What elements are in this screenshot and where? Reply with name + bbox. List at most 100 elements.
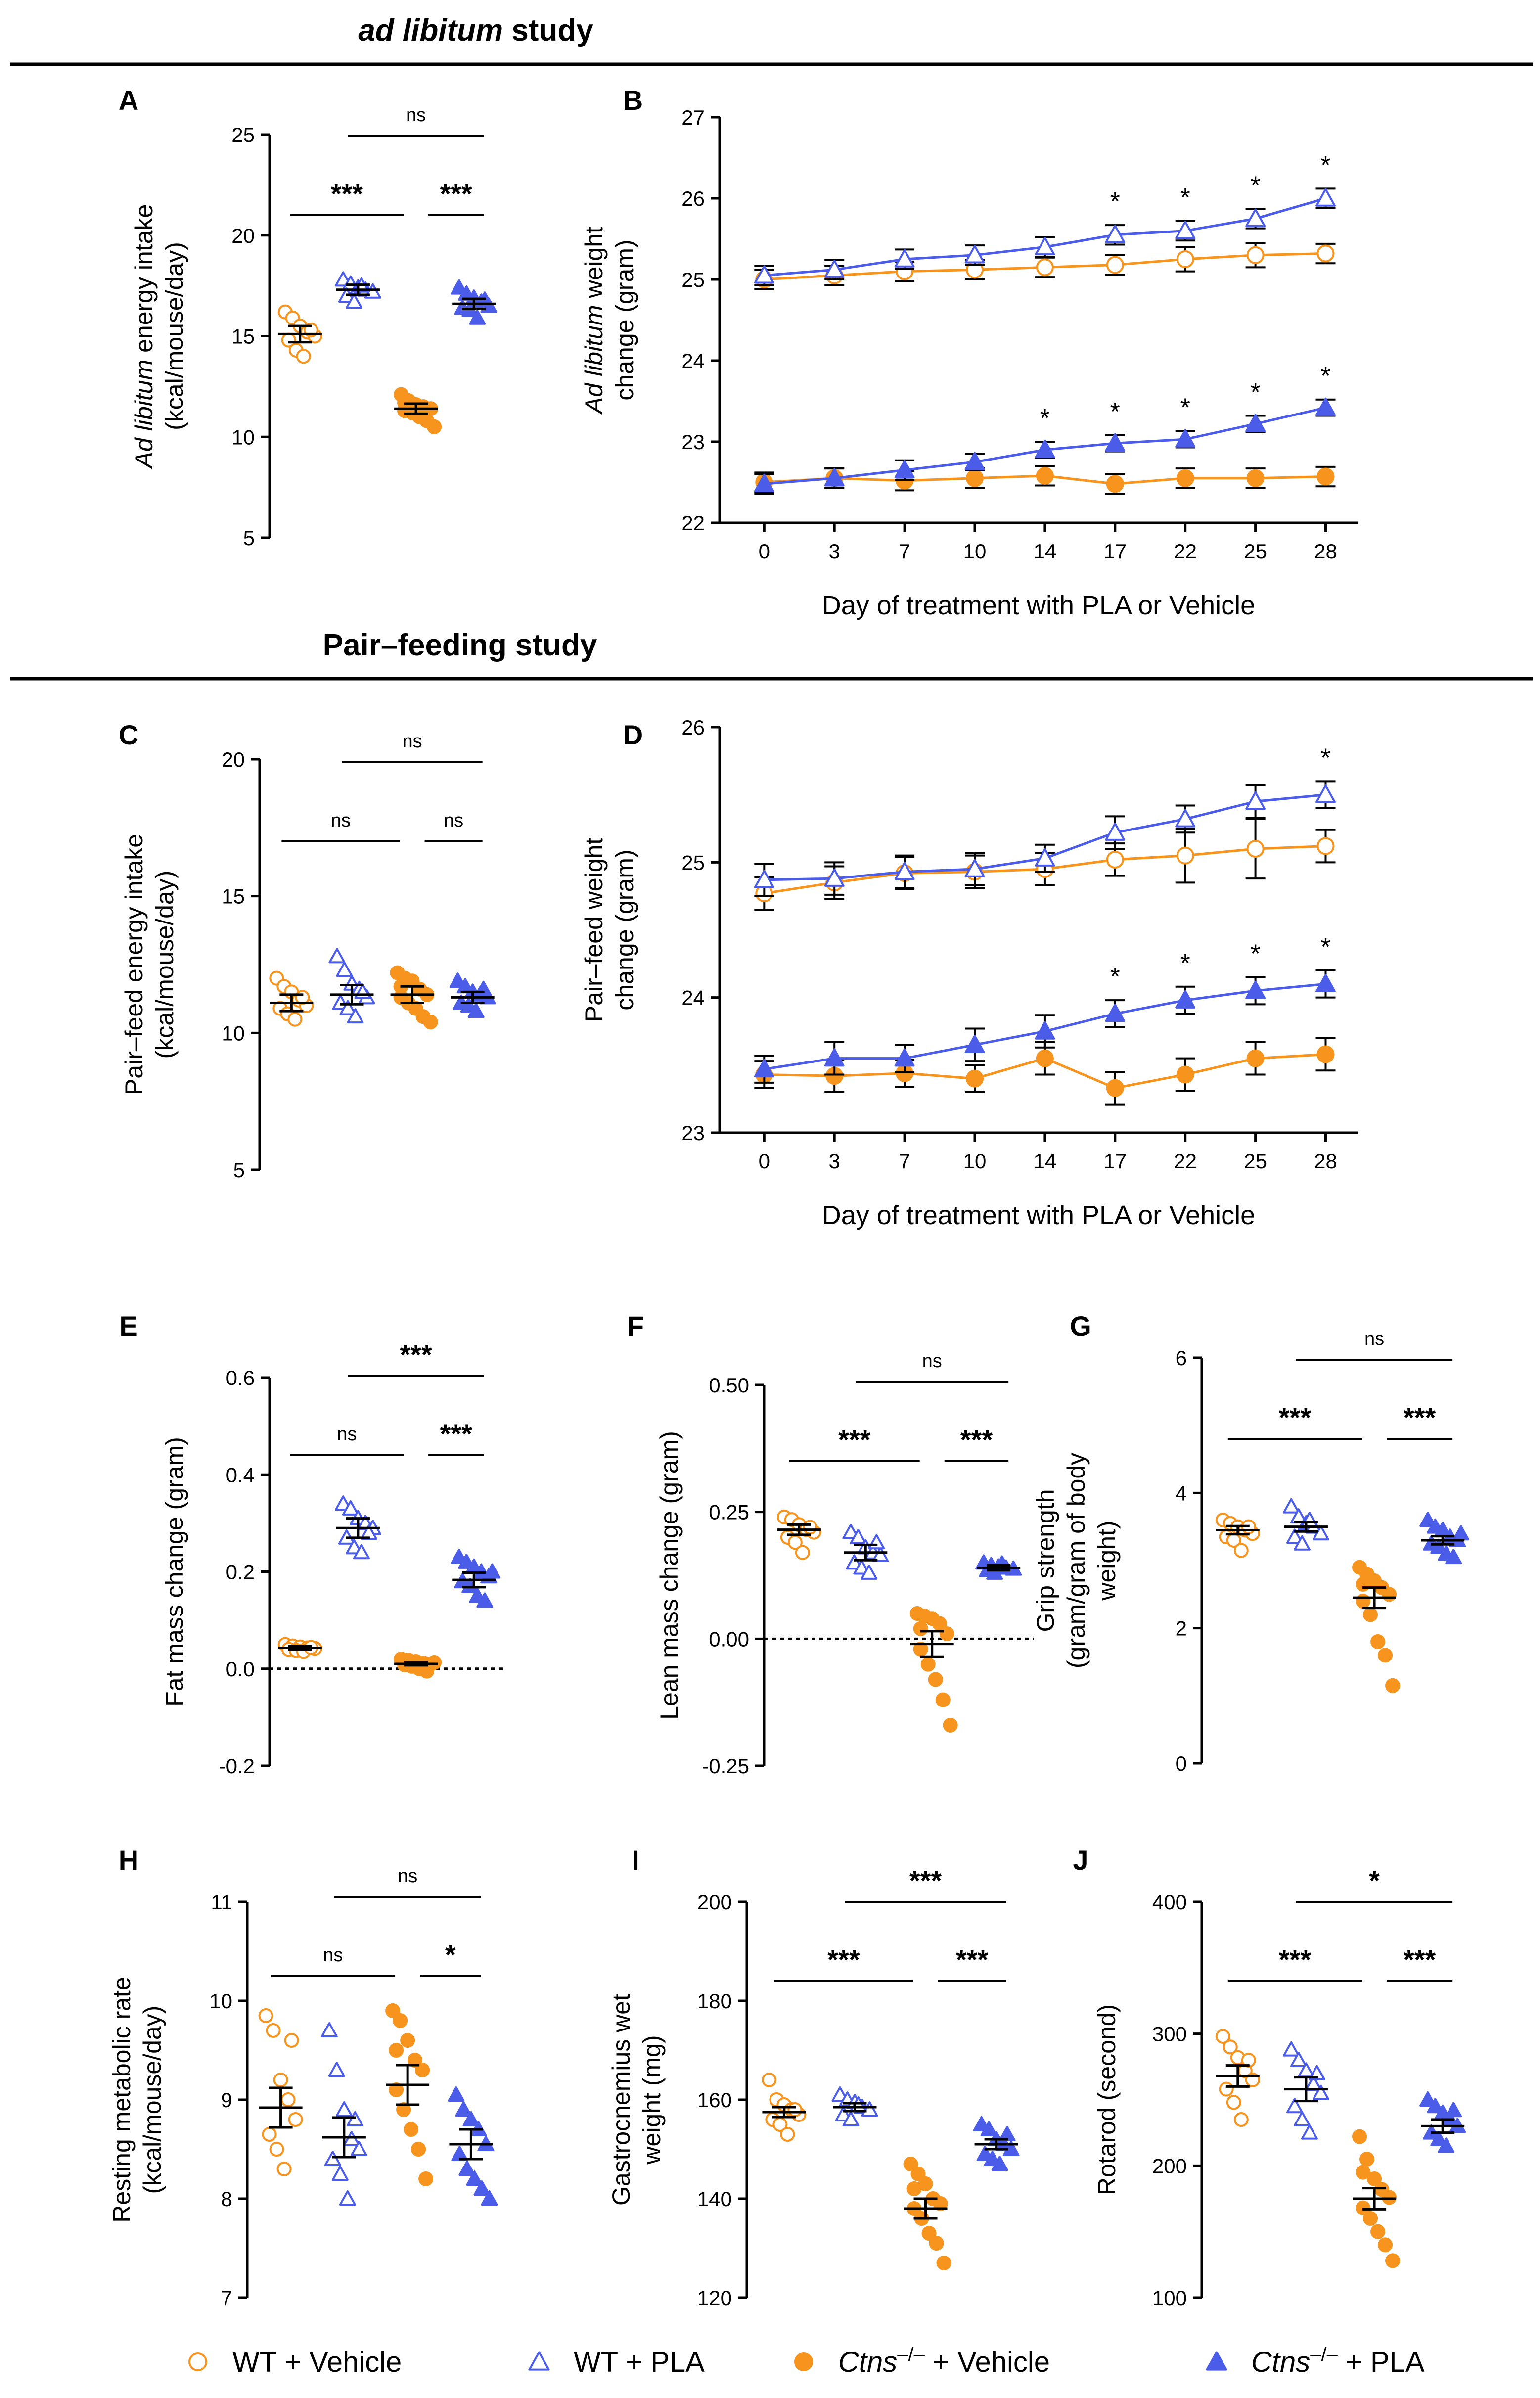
data-point	[484, 1563, 501, 1579]
significance-label: ***	[440, 178, 472, 209]
data-point	[1215, 2029, 1230, 2044]
y-tick-label: 23	[681, 1121, 705, 1145]
significance-label: ***	[956, 1944, 989, 1975]
data-point	[1245, 414, 1266, 432]
data-point	[802, 1520, 817, 1535]
y-axis-label: weight)	[1093, 1521, 1121, 1601]
data-point	[427, 1655, 442, 1670]
x-axis-label: Day of treatment with PLA or Vehicle	[822, 1200, 1255, 1230]
legend-label-wt-pla: WT + PLA	[574, 2346, 705, 2378]
panel-letter-d: D	[623, 719, 643, 750]
data-point	[1282, 2041, 1300, 2057]
data-point	[1035, 848, 1055, 867]
data-point	[1176, 846, 1194, 865]
data-point	[400, 2033, 415, 2048]
data-point	[1315, 973, 1336, 993]
data-point	[415, 2063, 430, 2077]
data-point	[284, 2033, 299, 2048]
data-point	[1106, 850, 1124, 869]
y-tick-label: 0.4	[226, 1463, 255, 1486]
x-axis-label: Day of treatment with PLA or Vehicle	[822, 591, 1255, 620]
data-point	[1308, 2065, 1325, 2080]
data-point	[423, 1015, 438, 1030]
significance-star: *	[1320, 743, 1330, 772]
significance-star: *	[1180, 949, 1190, 978]
data-point	[280, 2092, 296, 2107]
data-point	[1378, 2237, 1393, 2253]
data-point	[1035, 1021, 1055, 1040]
data-point	[273, 2073, 288, 2087]
data-point	[1438, 2137, 1455, 2153]
y-axis-label: change (gram)	[611, 849, 638, 1010]
data-point	[476, 1592, 494, 1608]
data-point	[921, 2226, 937, 2241]
y-tick-label: 27	[681, 106, 705, 129]
data-point	[1106, 475, 1124, 493]
y-tick-label: -0.25	[702, 1754, 749, 1778]
significance-star: *	[1180, 394, 1190, 422]
data-point	[1105, 822, 1126, 841]
y-tick-label: 9	[221, 2088, 232, 2112]
data-point	[824, 1048, 845, 1067]
legend-label-wt-vehicle: WT + Vehicle	[232, 2346, 402, 2378]
y-tick-label: 0.0	[226, 1658, 255, 1681]
y-axis-label: (gram/gram of body	[1062, 1453, 1090, 1668]
data-point	[754, 870, 774, 888]
data-point	[991, 2156, 1008, 2171]
data-point	[986, 1564, 1003, 1580]
data-point	[1282, 1498, 1300, 1514]
data-point	[1370, 1634, 1386, 1649]
data-point	[1316, 837, 1335, 855]
y-tick-label: 8	[221, 2187, 232, 2211]
legend-marker-ko-pla	[1206, 2351, 1227, 2371]
x-tick-label: 25	[1244, 1150, 1267, 1173]
significance-label: *	[1369, 1865, 1380, 1896]
data-point	[1452, 1525, 1470, 1541]
significance-label: ns	[402, 731, 422, 752]
data-point	[1312, 2084, 1329, 2100]
data-point	[404, 2122, 419, 2137]
section-title-rest: study	[511, 13, 593, 47]
data-point	[455, 2101, 472, 2117]
significance-label: ns	[331, 810, 351, 831]
data-point	[389, 2043, 404, 2058]
legend-label-ko-vehicle: Ctns–/– + Vehicle	[838, 2344, 1050, 2378]
significance-label: ***	[1279, 1402, 1312, 1433]
y-axis-label: Grip strength	[1032, 1489, 1059, 1632]
data-point	[824, 868, 845, 887]
y-axis-label: (kcal/mouse/day)	[138, 2006, 166, 2194]
y-tick-label: 20	[231, 224, 255, 247]
data-point	[276, 2162, 292, 2176]
y-axis-label: Ad libitum energy intake	[130, 204, 158, 470]
data-point	[320, 2022, 338, 2037]
panel-letter-i: I	[632, 1845, 639, 1876]
data-point	[920, 1657, 936, 1672]
significance-label: ns	[337, 1424, 357, 1445]
significance-label: ns	[1364, 1329, 1384, 1349]
y-axis-label: Lean mass change (gram)	[655, 1431, 683, 1720]
data-point	[1245, 980, 1266, 999]
y-tick-label: 100	[1152, 2286, 1187, 2309]
data-point	[1352, 2129, 1367, 2144]
data-point	[1233, 2112, 1249, 2127]
y-tick-label: 5	[243, 526, 255, 550]
data-point	[1036, 1049, 1054, 1067]
y-tick-label: 120	[697, 2286, 732, 2309]
y-tick-label: 180	[697, 1989, 732, 2013]
x-tick-label: 28	[1314, 540, 1337, 563]
y-tick-label: 15	[222, 885, 245, 908]
data-point	[396, 2102, 411, 2117]
data-point	[458, 2161, 476, 2176]
data-point	[943, 1717, 958, 1733]
x-tick-label: 7	[899, 540, 910, 563]
data-point	[1035, 237, 1055, 256]
panel-letter-b: B	[623, 85, 643, 116]
data-point	[350, 2141, 367, 2156]
y-axis-label: weight (mg)	[638, 2035, 666, 2165]
data-point	[1176, 250, 1194, 268]
data-point	[1175, 221, 1196, 239]
data-point	[481, 2190, 498, 2206]
y-tick-label: 160	[697, 2088, 732, 2112]
